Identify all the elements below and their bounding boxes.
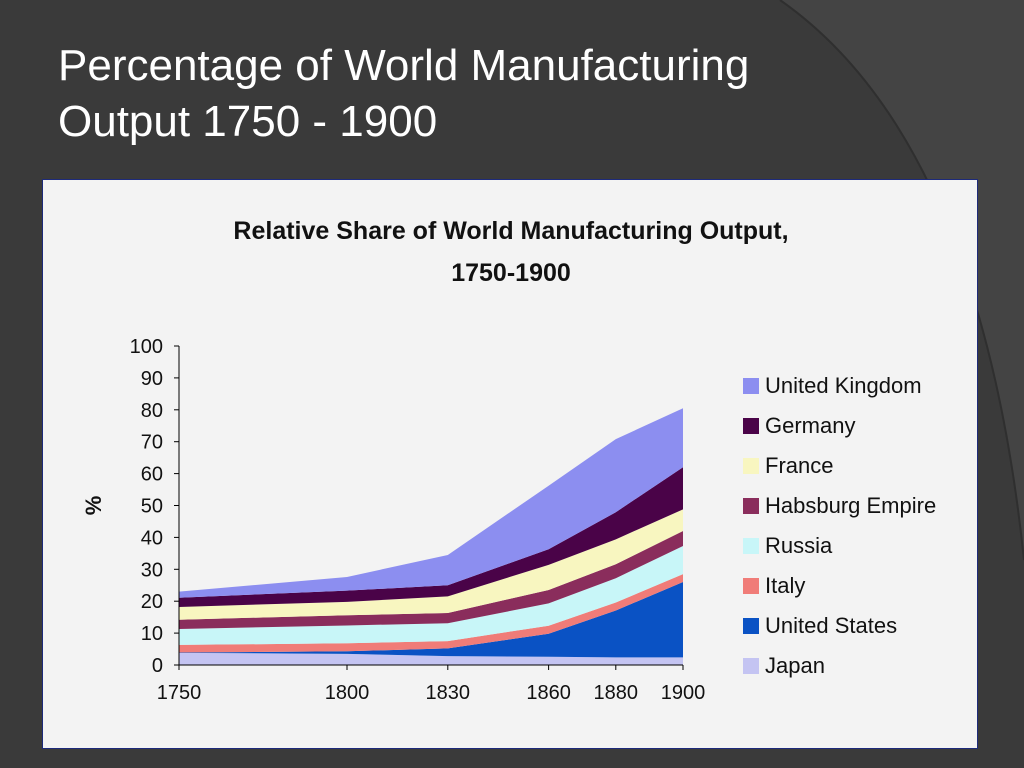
legend-swatch: [743, 458, 759, 474]
area-habsburg-empire: [179, 531, 683, 629]
legend-swatch: [743, 658, 759, 674]
legend-item-france: France: [743, 446, 973, 486]
y-tick-label: 60: [141, 464, 163, 486]
y-tick-label: 0: [152, 655, 163, 677]
legend-item-japan: Japan: [743, 646, 973, 686]
x-tick-label: 1750: [157, 682, 202, 704]
area-france: [179, 509, 683, 620]
area-japan: [179, 652, 683, 665]
x-tick-label: 1860: [526, 682, 571, 704]
chart-panel: Relative Share of World Manufacturing Ou…: [42, 179, 978, 749]
legend-label: Italy: [765, 573, 806, 598]
y-axis-label: %: [81, 496, 106, 516]
x-tick-label: 1830: [426, 682, 471, 704]
legend-swatch: [743, 498, 759, 514]
legend-label: Japan: [765, 653, 825, 678]
stacked-area-chart: 0 10 20 30 40 50 60 70 80 90 100 1750 1800 1830 1860 18…: [81, 336, 706, 704]
legend-label: Russia: [765, 533, 833, 558]
legend-label: United States: [765, 613, 898, 638]
chart-title-line2: 1750-1900: [451, 259, 571, 287]
y-tick-label: 10: [141, 623, 163, 645]
y-tick-label: 40: [141, 527, 163, 549]
area-germany: [179, 467, 683, 607]
legend-item-germany: Germany: [743, 406, 973, 446]
legend-item-habsburg-empire: Habsburg Empire: [743, 486, 973, 526]
y-tick-label: 20: [141, 591, 163, 613]
y-tick-label: 50: [141, 496, 163, 518]
legend-swatch: [743, 378, 759, 394]
legend-item-united-states: United States: [743, 606, 973, 646]
x-tick-label: 1800: [325, 682, 370, 704]
x-tick-label: 1880: [594, 682, 639, 704]
y-tick-label: 80: [141, 400, 163, 422]
chart-legend: United Kingdom Germany France Habsburg Empi…: [743, 366, 973, 686]
chart-title-line1: Relative Share of World Manufacturing Ou…: [233, 217, 789, 245]
y-tick-label: 90: [141, 368, 163, 390]
slide-title-line2: Output 1750 - 1900: [58, 97, 438, 146]
area-united-states: [179, 582, 683, 658]
legend-label: Germany: [765, 413, 856, 438]
legend-swatch: [743, 418, 759, 434]
legend-swatch: [743, 578, 759, 594]
legend-item-russia: Russia: [743, 526, 973, 566]
chart-title: Relative Share of World Manufacturing Ou…: [43, 210, 979, 294]
legend-label: France: [765, 453, 834, 478]
legend-label: United Kingdom: [765, 373, 922, 398]
legend-label: Habsburg Empire: [765, 493, 937, 518]
legend-swatch: [743, 618, 759, 634]
slide-title: Percentage of World Manufacturing Output…: [58, 38, 958, 150]
y-tick-label: 100: [130, 336, 163, 358]
area-russia: [179, 546, 683, 645]
area-italy: [179, 574, 683, 653]
area-united-kingdom: [179, 408, 683, 598]
legend-item-united-kingdom: United Kingdom: [743, 366, 973, 406]
slide-title-line1: Percentage of World Manufacturing: [58, 41, 750, 90]
legend-swatch: [743, 538, 759, 554]
legend-item-italy: Italy: [743, 566, 973, 606]
y-tick-label: 30: [141, 559, 163, 581]
x-tick-label: 1900: [661, 682, 706, 704]
y-tick-label: 70: [141, 432, 163, 454]
